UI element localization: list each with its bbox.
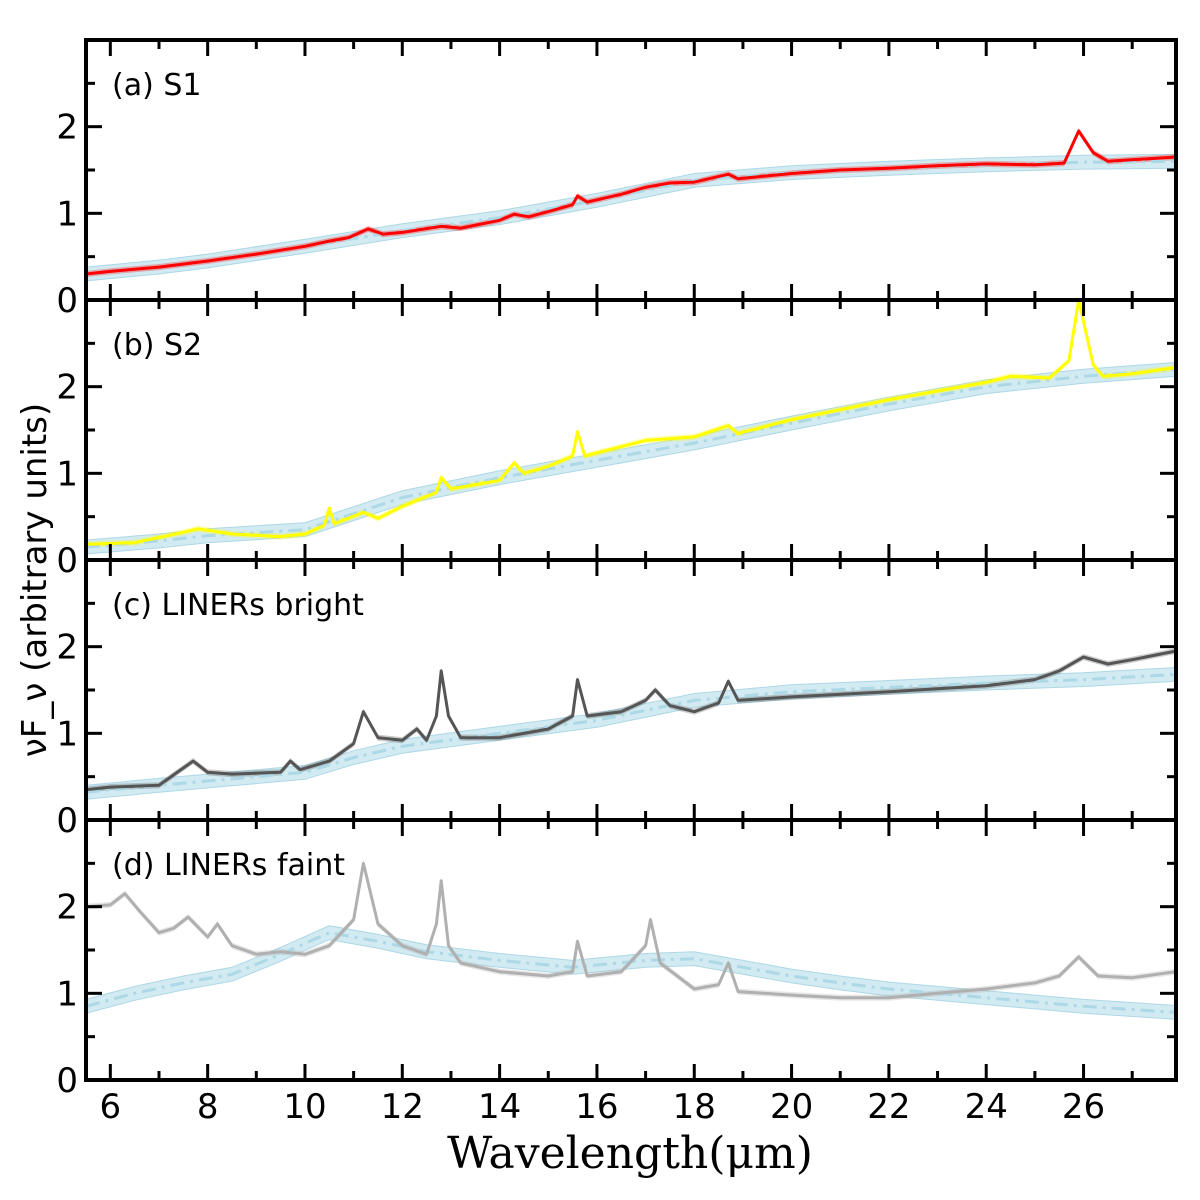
- x-tick-label: 6: [100, 1087, 122, 1127]
- panel-label: (a) S1: [112, 68, 201, 103]
- x-tick-label: 26: [1062, 1087, 1105, 1127]
- y-tick-label: 2: [56, 108, 78, 148]
- spectrum-line: [85, 298, 1177, 546]
- x-tick-label: 14: [478, 1087, 521, 1127]
- x-tick-label: 16: [575, 1087, 618, 1127]
- model-band: [85, 925, 1177, 1020]
- panel-label: (d) LINERs faint: [112, 848, 345, 883]
- x-tick-label: 12: [381, 1087, 424, 1127]
- y-tick-label: 0: [56, 1061, 78, 1101]
- panel-label: (b) S2: [112, 328, 202, 363]
- x-tick-label: 8: [197, 1087, 219, 1127]
- y-tick-label: 1: [56, 454, 78, 494]
- y-tick-label: 1: [56, 714, 78, 754]
- model-line: [85, 672, 1177, 794]
- model-band: [85, 666, 1177, 800]
- panel-label: (c) LINERs bright: [112, 588, 364, 623]
- model-line: [85, 367, 1177, 549]
- y-tick-label: 0: [56, 281, 78, 321]
- panel-4: 0 1 2 (d) LINERs faint: [56, 818, 1178, 1101]
- model-band: [85, 361, 1177, 555]
- model-line: [85, 931, 1177, 1014]
- panel-1: 0 1 2 (a) S1: [56, 38, 1178, 321]
- spectrum-line: [85, 129, 1177, 276]
- x-tick-label: 18: [673, 1087, 716, 1127]
- x-tick-label: 22: [867, 1087, 910, 1127]
- panel-3: 0 1 2 (c) LINERs bright: [56, 558, 1178, 841]
- x-tick-label: 24: [965, 1087, 1008, 1127]
- spectrum-line: [85, 649, 1177, 792]
- x-tick-label: 20: [770, 1087, 813, 1127]
- panel-2: 0 1 2 (b) S2: [56, 297, 1178, 581]
- y-axis-title: νF_ν (arbitrary units): [15, 403, 55, 757]
- y-tick-label: 0: [56, 541, 78, 581]
- panel-frame: [84, 298, 1178, 562]
- y-tick-label: 2: [56, 368, 78, 408]
- y-tick-label: 2: [56, 628, 78, 668]
- model-band: [85, 153, 1177, 282]
- spectrum-error-band: [86, 128, 1176, 277]
- y-tick-label: 1: [56, 974, 78, 1014]
- y-tick-label: 1: [56, 194, 78, 234]
- x-tick-label: 10: [283, 1087, 326, 1127]
- spectrum-line: [85, 861, 1177, 1000]
- x-axis-title: Wavelength(μm): [447, 1128, 813, 1179]
- y-tick-label: 0: [56, 801, 78, 841]
- y-tick-label: 2: [56, 888, 78, 928]
- spectrum-error-band: [86, 297, 1176, 548]
